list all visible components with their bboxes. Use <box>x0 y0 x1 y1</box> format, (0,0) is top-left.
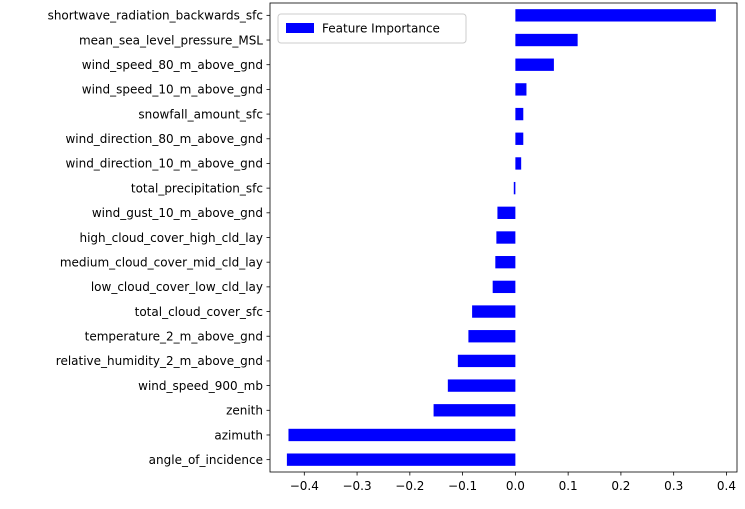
bar <box>515 9 716 22</box>
bar <box>515 83 527 96</box>
legend-swatch <box>286 23 314 33</box>
x-tick-label: 0.0 <box>506 479 525 493</box>
y-tick-label: wind_speed_900_mb <box>138 379 263 393</box>
bar <box>457 354 516 368</box>
bar <box>433 404 516 417</box>
y-tick-label: snowfall_amount_sfc <box>138 107 263 121</box>
y-tick-label: angle_of_incidence <box>149 453 263 467</box>
bar <box>286 453 516 466</box>
y-tick-label: low_cloud_cover_low_cld_lay <box>91 280 263 294</box>
bar <box>515 58 554 71</box>
x-tick-label: −0.2 <box>395 479 424 493</box>
y-tick-label: temperature_2_m_above_gnd <box>85 330 263 344</box>
bar <box>515 107 524 121</box>
y-tick-label: total_cloud_cover_sfc <box>135 305 263 319</box>
y-tick-label: zenith <box>226 404 263 418</box>
x-tick-label: 0.3 <box>664 479 683 493</box>
x-tick-label: 0.1 <box>559 479 578 493</box>
bar <box>472 305 516 318</box>
y-tick-label: wind_direction_80_m_above_gnd <box>65 132 263 146</box>
y-tick-label: medium_cloud_cover_mid_cld_lay <box>60 255 263 269</box>
bar <box>492 280 516 294</box>
bar <box>515 132 524 145</box>
bar <box>495 256 516 269</box>
x-tick-label: −0.3 <box>342 479 371 493</box>
bar <box>468 330 516 343</box>
bar <box>515 33 578 47</box>
x-tick-label: 0.4 <box>717 479 736 493</box>
legend-label: Feature Importance <box>322 22 440 36</box>
y-tick-label: wind_speed_80_m_above_gnd <box>82 58 263 72</box>
bars-layer <box>286 9 716 466</box>
y-tick-label: total_precipitation_sfc <box>131 181 263 195</box>
legend-frame <box>277 13 467 44</box>
x-tick-label: −0.1 <box>448 479 477 493</box>
y-tick-label: wind_gust_10_m_above_gnd <box>92 206 263 220</box>
y-tick-label: wind_direction_10_m_above_gnd <box>65 157 263 171</box>
bar <box>447 379 516 392</box>
bar <box>288 428 516 442</box>
x-tick-label: −0.4 <box>290 479 319 493</box>
bar <box>496 231 516 244</box>
bar <box>513 181 516 195</box>
y-tick-label: shortwave_radiation_backwards_sfc <box>48 9 263 23</box>
bar <box>497 206 516 219</box>
y-tick-label: wind_speed_10_m_above_gnd <box>82 83 263 97</box>
y-tick-label: high_cloud_cover_high_cld_lay <box>79 231 263 245</box>
x-tick-label: 0.2 <box>611 479 630 493</box>
y-tick-label: relative_humidity_2_m_above_gnd <box>56 354 263 368</box>
bar <box>515 157 522 170</box>
legend: Feature Importance <box>277 13 467 44</box>
y-tick-label: mean_sea_level_pressure_MSL <box>79 33 263 47</box>
ticks-layer: shortwave_radiation_backwards_sfc mean_se… <box>48 9 736 493</box>
y-tick-label: azimuth <box>214 428 263 442</box>
